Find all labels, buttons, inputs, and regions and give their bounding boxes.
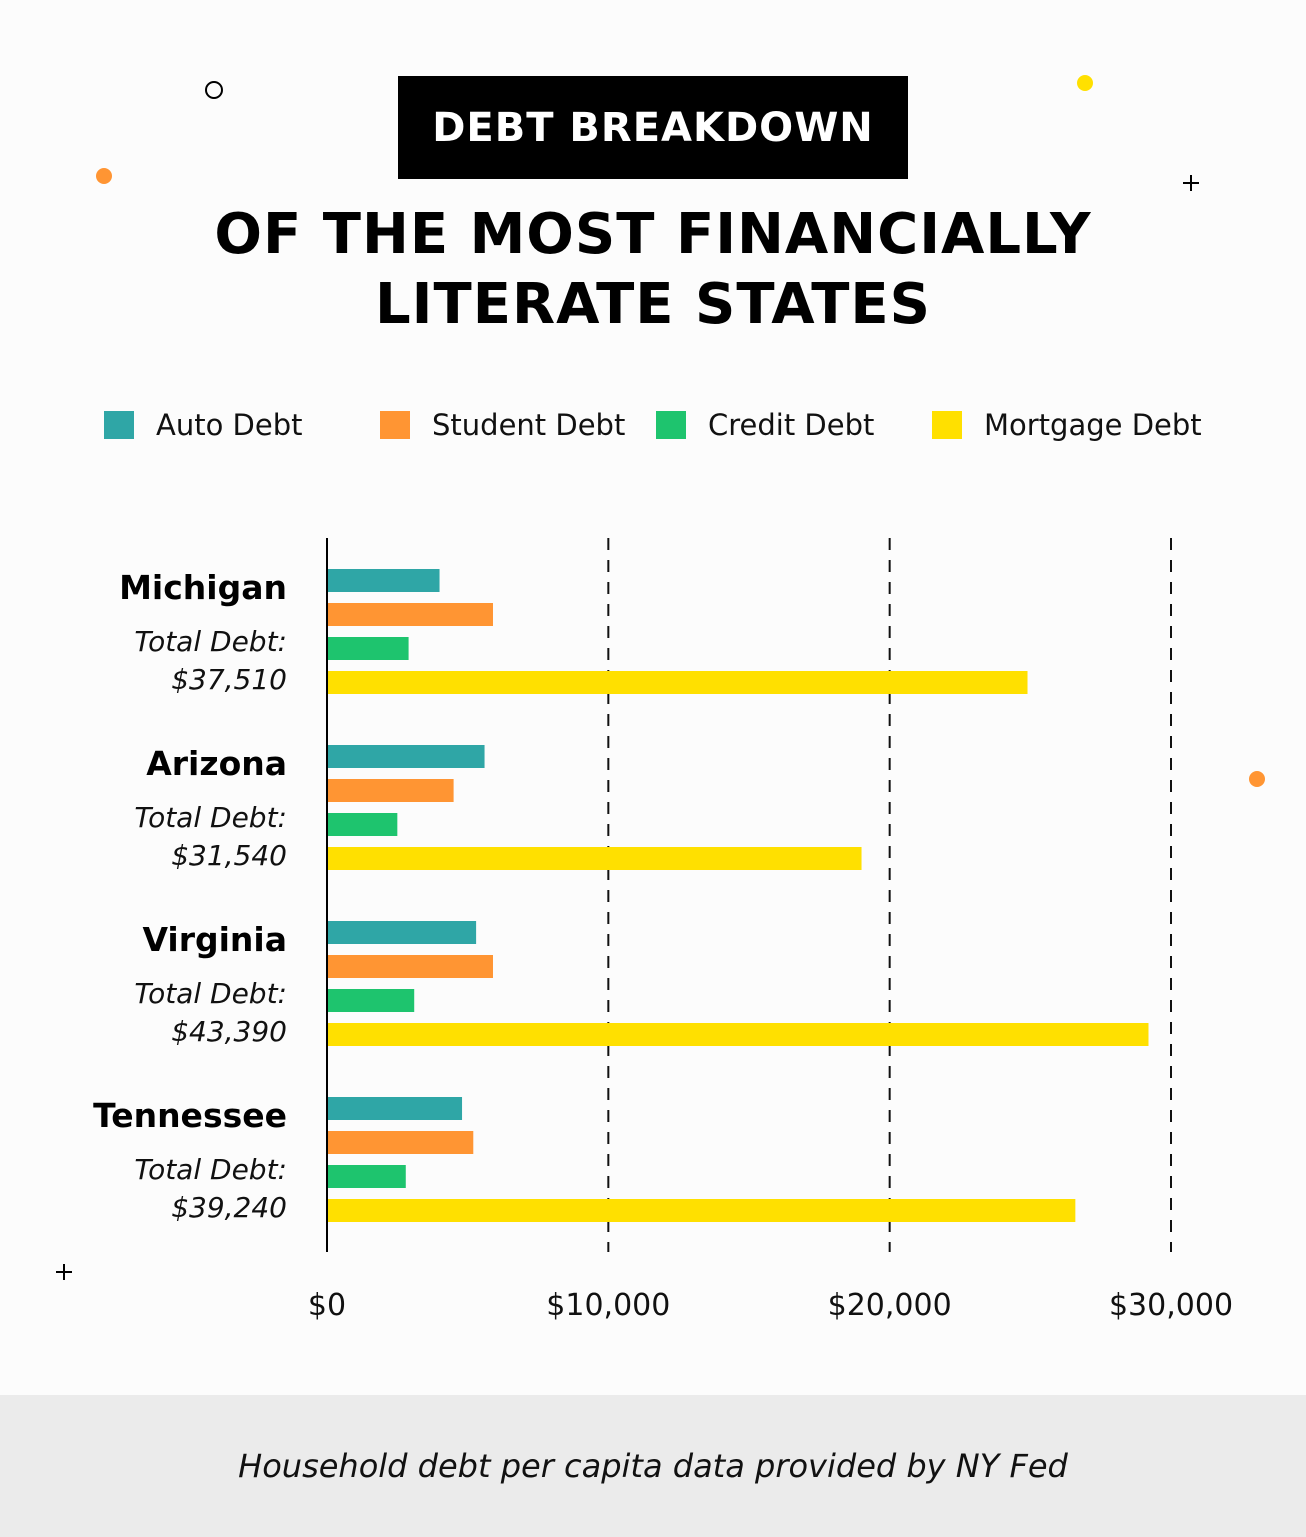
category-label: Arizona — [146, 744, 287, 783]
category-sublabel: Total Debt: — [134, 801, 287, 834]
orange-dot-decoration — [1249, 771, 1265, 787]
category-total: $43,390 — [171, 1015, 287, 1048]
legend-item-auto: Auto Debt — [104, 405, 303, 445]
title-badge-text: DEBT BREAKDOWN — [432, 104, 874, 151]
legend-item-credit: Credit Debt — [656, 405, 874, 445]
bar-credit — [327, 637, 409, 660]
legend-item-student: Student Debt — [380, 405, 625, 445]
legend-label-credit: Credit Debt — [708, 408, 875, 442]
bar-student — [327, 955, 493, 978]
bar-auto — [327, 1097, 463, 1120]
title-badge: DEBT BREAKDOWN — [398, 76, 908, 179]
bar-student — [327, 603, 493, 626]
bar-credit — [327, 1165, 406, 1188]
legend-swatch-credit — [656, 411, 686, 439]
bar-auto — [327, 745, 485, 768]
category-total: $39,240 — [171, 1191, 287, 1224]
legend-item-mortgage: Mortgage Debt — [932, 405, 1202, 445]
x-tick-label: $10,000 — [546, 1288, 670, 1323]
category-sublabel: Total Debt: — [134, 977, 287, 1010]
bar-student — [327, 779, 454, 802]
ring-decoration — [205, 81, 223, 99]
bar-auto — [327, 921, 477, 944]
chart-title-line2: LITERATE STATES — [375, 272, 931, 337]
yellow-dot-decoration — [1077, 75, 1093, 91]
bar-credit — [327, 813, 398, 836]
plus-decoration — [56, 1264, 72, 1280]
chart-title: OF THE MOST FINANCIALLY LITERATE STATES — [0, 200, 1306, 340]
legend-label-student: Student Debt — [432, 408, 626, 442]
source-note: Household debt per capita data provided … — [0, 1395, 1306, 1537]
x-tick-label: $0 — [308, 1288, 346, 1323]
x-tick-label: $20,000 — [828, 1288, 952, 1323]
bar-mortgage — [327, 1023, 1149, 1046]
x-tick-label: $30,000 — [1109, 1288, 1233, 1323]
bar-mortgage — [327, 1199, 1076, 1222]
source-text: Household debt per capita data provided … — [238, 1447, 1068, 1485]
orange-dot-decoration — [96, 168, 112, 184]
plus-decoration — [1183, 175, 1199, 191]
chart-title-line1: OF THE MOST FINANCIALLY — [214, 202, 1092, 267]
decorations — [56, 75, 1265, 1280]
legend-swatch-mortgage — [932, 411, 962, 439]
bar-student — [327, 1131, 474, 1154]
legend-label-auto: Auto Debt — [156, 408, 303, 442]
bar-mortgage — [327, 671, 1028, 694]
category-sublabel: Total Debt: — [134, 1153, 287, 1186]
category-total: $37,510 — [171, 663, 287, 696]
legend: Auto Debt Student Debt Credit Debt Mortg… — [0, 405, 1306, 445]
category-label: Virginia — [142, 920, 287, 959]
bar-auto — [327, 569, 440, 592]
legend-swatch-auto — [104, 411, 134, 439]
legend-label-mortgage: Mortgage Debt — [984, 408, 1202, 442]
bar-chart: Michigan Total Debt: $37,510 Arizona Total D… — [93, 538, 1233, 1323]
category-total: $31,540 — [171, 839, 287, 872]
category-label: Tennessee — [93, 1096, 287, 1135]
category-label: Michigan — [119, 568, 287, 607]
bar-credit — [327, 989, 415, 1012]
legend-swatch-student — [380, 411, 410, 439]
bar-mortgage — [327, 847, 862, 870]
category-sublabel: Total Debt: — [134, 625, 287, 658]
